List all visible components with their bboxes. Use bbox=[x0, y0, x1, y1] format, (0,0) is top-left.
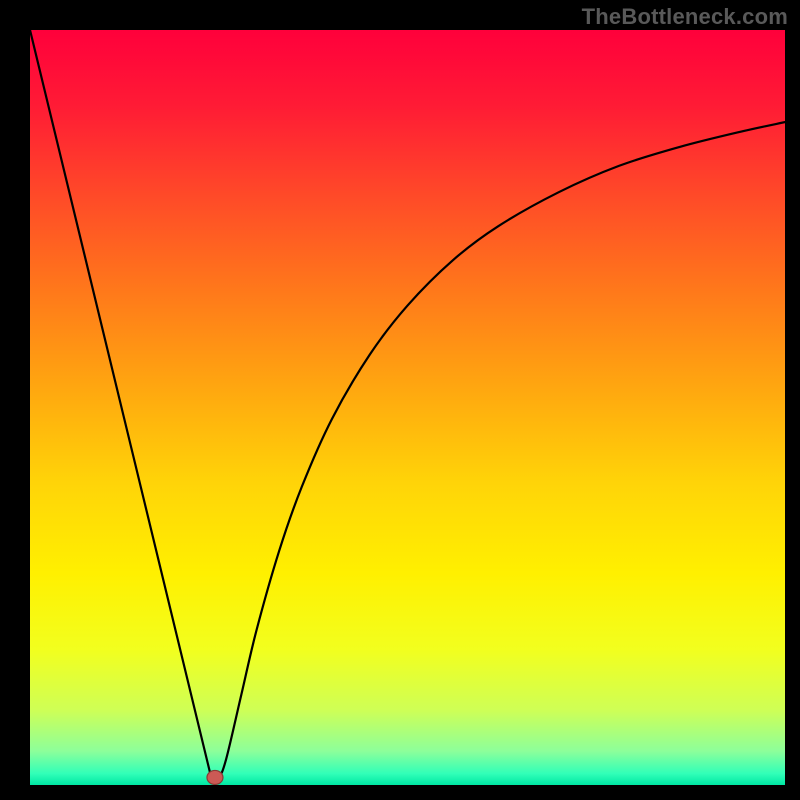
attribution-text: TheBottleneck.com bbox=[582, 4, 788, 30]
chart-frame: TheBottleneck.com bbox=[0, 0, 800, 800]
optimal-point-marker bbox=[207, 770, 223, 784]
plot-background bbox=[30, 30, 785, 785]
bottleneck-chart bbox=[0, 0, 800, 800]
